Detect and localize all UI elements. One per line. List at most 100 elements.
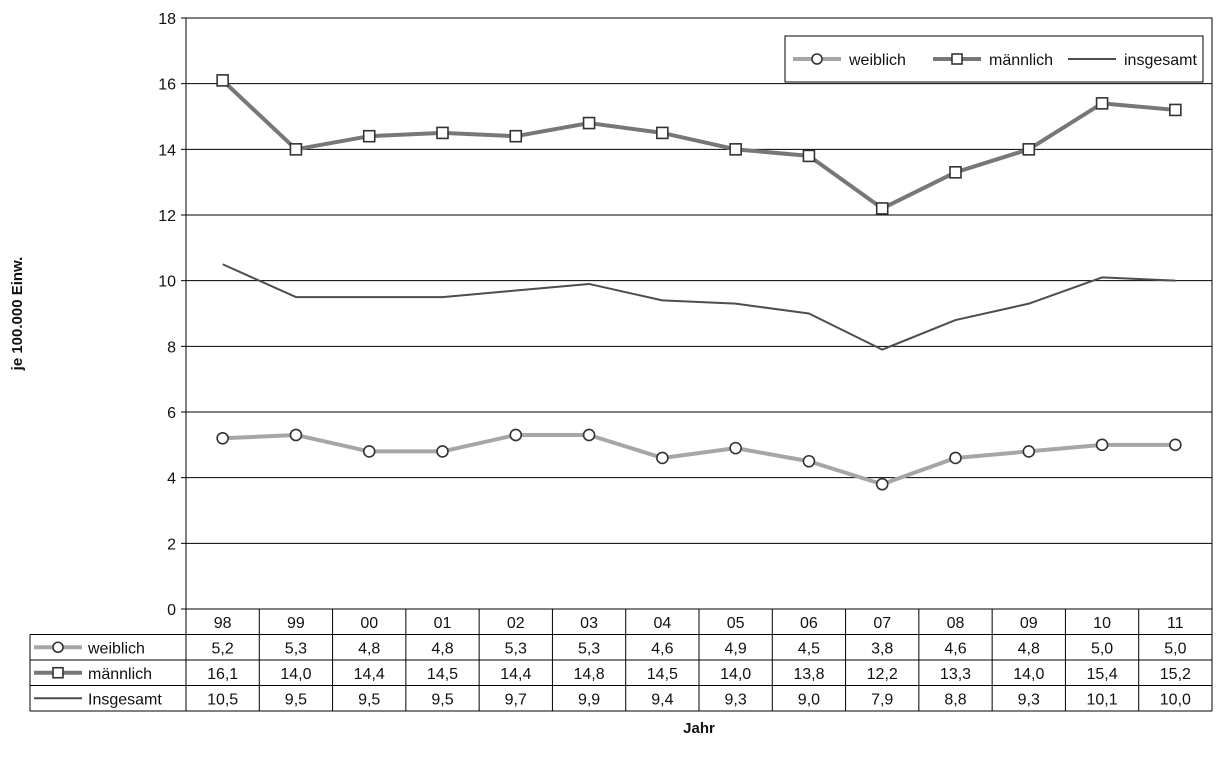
- legend-item: weiblich: [793, 52, 906, 69]
- series-weiblich: [216, 428, 1182, 491]
- x-tick-label: 03: [580, 615, 598, 632]
- y-tick-label: 18: [158, 11, 176, 28]
- legend-label: männlich: [989, 52, 1053, 69]
- data-point: [951, 53, 963, 65]
- y-tick-label: 14: [158, 142, 176, 159]
- data-label: 14,4: [500, 666, 531, 683]
- data-point: [362, 129, 376, 143]
- data-point: [656, 451, 669, 465]
- data-point: [362, 445, 376, 458]
- x-tick-label: 05: [727, 615, 745, 632]
- data-point: [582, 428, 596, 442]
- data-point: [949, 451, 962, 465]
- data-label: 14,5: [647, 666, 678, 683]
- data-point: [289, 143, 303, 156]
- y-tick-label: 12: [158, 208, 176, 225]
- data-label: 4,6: [944, 640, 966, 657]
- data-point: [436, 126, 449, 140]
- data-label: 9,4: [651, 691, 673, 708]
- table-row: Insgesamt 10,5 9,5 9,5 9,5 9,7 9,9 9,4 9,3 9,0 7,9…: [34, 691, 1191, 708]
- data-label: 4,9: [725, 640, 747, 657]
- data-label: 14,0: [720, 666, 751, 683]
- x-tick-label: 01: [434, 615, 452, 632]
- data-point: [52, 641, 64, 654]
- data-label: 3,8: [871, 640, 893, 657]
- x-tick-label: 08: [947, 615, 965, 632]
- data-label: 13,3: [940, 666, 971, 683]
- y-tick-label: 2: [167, 536, 176, 553]
- x-tick-label: 02: [507, 615, 525, 632]
- x-tick-label: 09: [1020, 615, 1038, 632]
- y-tick-label: 4: [167, 471, 176, 488]
- x-tick-label: 99: [287, 615, 305, 632]
- series-line: [221, 78, 1176, 211]
- data-label: 9,5: [358, 691, 380, 708]
- table-row: weiblich 5,2 5,3 4,8 4,8 5,3 5,3 4,6 4,9 4,5 3,8 4,…: [34, 640, 1187, 657]
- data-point: [1095, 438, 1109, 452]
- data-point: [729, 441, 742, 455]
- data-point: [802, 454, 816, 468]
- data-point: [811, 53, 823, 65]
- data-point: [802, 149, 816, 163]
- data-point: [582, 116, 596, 130]
- data-point: [509, 129, 523, 143]
- data-table: 98 99 00 01 02 03 04 05 06 07 08 09 10 11 weiblich 5,2 5…: [29, 608, 1213, 712]
- data-label: 5,3: [578, 640, 600, 657]
- data-point: [875, 202, 889, 215]
- data-label: 14,4: [354, 666, 385, 683]
- x-tick-label: 11: [1167, 615, 1184, 632]
- x-tick-label: 98: [214, 615, 232, 632]
- y-tick-label: 16: [158, 77, 176, 94]
- table-row-label: weiblich: [87, 640, 145, 657]
- y-tick-label: 8: [167, 339, 176, 356]
- data-point: [1169, 103, 1182, 117]
- data-label: 10,0: [1160, 691, 1191, 708]
- data-label: 5,3: [505, 640, 527, 657]
- data-label: 9,9: [578, 691, 600, 708]
- legend-item: insgesamt: [1068, 52, 1197, 69]
- legend-label: weiblich: [848, 52, 906, 69]
- legend-box: [784, 35, 1204, 83]
- data-point: [52, 666, 64, 679]
- data-label: 7,9: [871, 691, 893, 708]
- data-point: [656, 126, 669, 140]
- legend-item: männlich: [933, 52, 1053, 69]
- series-lines: [216, 74, 1182, 491]
- data-label: 5,2: [212, 640, 234, 657]
- data-point: [1095, 97, 1109, 110]
- data-label: 9,5: [431, 691, 453, 708]
- data-label: 10,1: [1087, 691, 1118, 708]
- data-point: [436, 445, 449, 458]
- data-label: 15,4: [1087, 666, 1118, 683]
- data-label: 14,8: [574, 666, 605, 683]
- data-label: 5,0: [1091, 640, 1113, 657]
- table-row-label: Insgesamt: [88, 691, 162, 708]
- data-label: 4,6: [651, 640, 673, 657]
- data-point: [1022, 143, 1036, 156]
- data-point: [949, 166, 962, 179]
- y-axis: 0 2 4 6 8 10 12 14 16 18: [158, 11, 186, 619]
- x-tick-label: 06: [800, 615, 818, 632]
- data-label: 9,3: [725, 691, 747, 708]
- data-point: [216, 74, 229, 87]
- table-row: männlich 16,1 14,0 14,4 14,5 14,4 14,8 14,5 14,0…: [34, 666, 1191, 683]
- data-point: [509, 428, 523, 442]
- series-männlich: [216, 74, 1182, 215]
- table-row-label: männlich: [88, 666, 152, 683]
- data-label: 9,7: [505, 691, 527, 708]
- data-label: 4,8: [1018, 640, 1040, 657]
- plot-area: [185, 17, 1213, 610]
- y-axis-title: je 100.000 Einw.: [9, 257, 26, 372]
- y-tick-label: 10: [158, 274, 176, 291]
- data-label: 9,3: [1018, 691, 1040, 708]
- data-label: 14,0: [280, 666, 311, 683]
- data-label: 5,0: [1164, 640, 1186, 657]
- data-point: [1169, 438, 1182, 452]
- data-label: 9,5: [285, 691, 307, 708]
- y-tick-label: 0: [167, 602, 176, 619]
- series-line: [222, 432, 1176, 487]
- data-label: 14,0: [1013, 666, 1044, 683]
- x-tick-label: 07: [873, 615, 891, 632]
- x-tick-label: 04: [653, 615, 671, 632]
- data-label: 4,8: [358, 640, 380, 657]
